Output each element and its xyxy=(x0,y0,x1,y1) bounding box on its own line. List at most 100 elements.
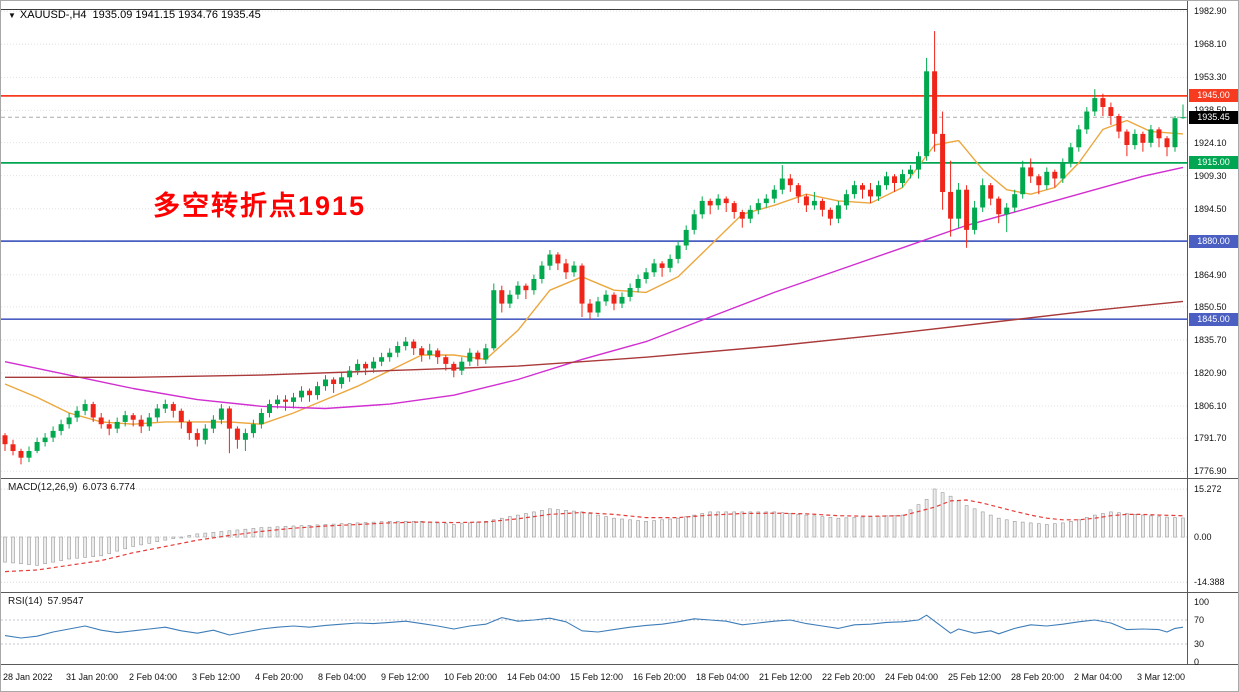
candle-body xyxy=(387,352,393,358)
candle-body xyxy=(723,198,729,204)
candle-body xyxy=(940,133,946,192)
macd-histogram-bar xyxy=(796,513,801,538)
macd-histogram-bar xyxy=(427,521,432,538)
candle-body xyxy=(892,176,897,183)
candle-body xyxy=(267,404,272,413)
candle-body xyxy=(1164,138,1170,148)
time-label: 3 Mar 12:00 xyxy=(1137,672,1186,682)
macd-histogram-bar xyxy=(1117,512,1121,538)
macd-histogram-bar xyxy=(980,511,985,538)
candle-body xyxy=(996,198,1002,215)
macd-histogram-bar xyxy=(764,511,769,538)
macd-histogram-bar xyxy=(299,525,304,538)
time-label: 28 Jan 2022 xyxy=(3,672,53,682)
candle-body xyxy=(924,71,930,157)
candle-body xyxy=(483,348,489,360)
macd-histogram-bar xyxy=(155,536,160,542)
candle-body xyxy=(403,341,409,347)
candle-body xyxy=(50,430,56,438)
macd-histogram-bar xyxy=(844,517,849,538)
candle-body xyxy=(827,209,833,219)
macd-histogram-bar xyxy=(379,521,384,538)
macd-histogram-bar xyxy=(395,520,400,538)
macd-chart[interactable] xyxy=(1,478,1187,592)
macd-histogram-bar xyxy=(1077,519,1081,538)
macd-histogram-bar xyxy=(267,526,272,538)
macd-histogram-bar xyxy=(11,536,15,564)
macd-histogram-bar xyxy=(820,516,825,538)
candle-body xyxy=(1012,194,1018,208)
candle-body xyxy=(948,191,954,219)
annotation-text: 多空转折点1915 xyxy=(153,191,367,221)
candle-body xyxy=(82,404,88,411)
candle-body xyxy=(90,404,96,418)
macd-histogram-bar xyxy=(435,522,440,538)
macd-histogram-bar xyxy=(115,536,119,552)
candle-body xyxy=(803,196,809,206)
symbol-dropdown-icon[interactable]: ▼ xyxy=(8,11,16,20)
candle-body xyxy=(202,428,208,440)
candle-body xyxy=(355,363,361,371)
macd-histogram-bar xyxy=(1004,519,1009,538)
macd-histogram-bar xyxy=(1093,514,1097,538)
candle-body xyxy=(66,417,72,425)
macd-histogram-bar xyxy=(900,514,905,538)
rsi-chart[interactable] xyxy=(1,592,1187,664)
macd-histogram-bar xyxy=(660,519,664,538)
macd-histogram-bar xyxy=(700,513,705,538)
macd-histogram-bar xyxy=(51,536,55,563)
candle-body xyxy=(170,404,176,411)
candle-body xyxy=(1092,98,1098,112)
macd-histogram-bar xyxy=(1149,515,1153,538)
candle-body xyxy=(122,415,128,422)
macd-histogram-bar xyxy=(1045,524,1049,538)
candle-body xyxy=(932,71,938,134)
candle-body xyxy=(307,390,312,396)
candle-body xyxy=(787,178,793,186)
price-badge: 1915.00 xyxy=(1189,156,1238,170)
candle-body xyxy=(908,169,913,175)
candlestick-chart[interactable] xyxy=(1,1,1187,478)
candle-body xyxy=(1148,129,1154,143)
candle-body xyxy=(491,290,497,349)
macd-histogram-bar xyxy=(548,508,552,538)
price-axis[interactable]: 1982.90 1968.10 1953.30 1938.50 1924.10 1909.… xyxy=(1187,1,1238,667)
candle-body xyxy=(627,288,633,297)
candle-body xyxy=(980,185,986,208)
candle-body xyxy=(291,397,296,402)
candle-body xyxy=(162,404,168,409)
price-badge: 1945.00 xyxy=(1189,89,1238,103)
symbol-period-label: XAUUSD-,H4 xyxy=(19,9,87,21)
macd-histogram-bar xyxy=(948,495,953,538)
macd-histogram-bar xyxy=(315,524,320,538)
time-label: 16 Feb 20:00 xyxy=(633,672,687,682)
macd-histogram-bar xyxy=(451,524,456,538)
candle-body xyxy=(475,352,481,360)
macd-histogram-bar xyxy=(163,536,168,541)
macd-histogram-bar xyxy=(732,511,737,538)
pane-separator[interactable] xyxy=(1,592,1238,593)
candle-body xyxy=(459,361,465,371)
candle-body xyxy=(379,357,385,362)
macd-histogram-bar xyxy=(620,518,624,538)
macd-histogram-bar xyxy=(43,536,47,565)
macd-histogram-bar xyxy=(131,536,135,547)
macd-histogram-bar xyxy=(347,522,352,538)
macd-histogram-bar xyxy=(195,533,200,538)
candle-body xyxy=(884,176,889,186)
candle-body xyxy=(58,424,64,431)
time-axis[interactable]: 28 Jan 2022 31 Jan 20:00 2 Feb 04:00 3 Feb … xyxy=(1,665,1238,691)
macd-histogram-bar xyxy=(147,536,152,544)
macd-histogram-bar xyxy=(748,511,753,538)
macd-histogram-bar xyxy=(1012,520,1017,538)
price-tick-label: 70 xyxy=(1194,615,1205,625)
candle-body xyxy=(988,185,994,199)
candle-body xyxy=(178,410,184,422)
pane-separator[interactable] xyxy=(1,478,1238,479)
candle-body xyxy=(876,185,881,197)
candle-body xyxy=(523,285,529,291)
time-label: 9 Feb 12:00 xyxy=(381,672,430,682)
price-tick-label: 1820.90 xyxy=(1194,368,1227,378)
candle-body xyxy=(419,348,425,355)
